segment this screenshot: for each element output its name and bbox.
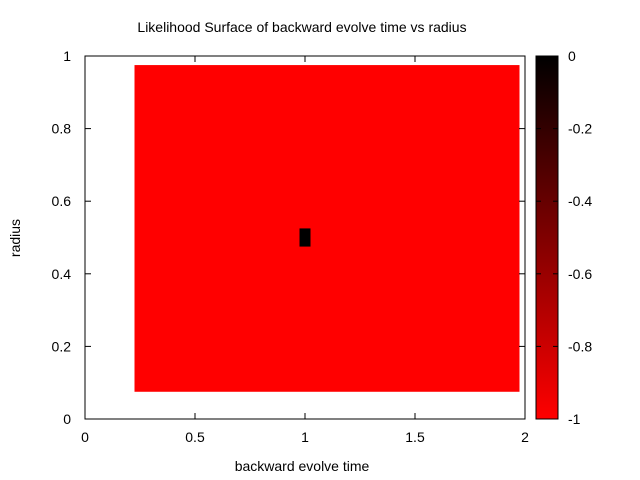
colorbar-tick-label: -0.4 (568, 193, 592, 209)
x-axis-label: backward evolve time (235, 458, 370, 474)
axes: 0 0.5 1 1.5 2 0 0.2 0.4 0.6 0.8 1 (52, 48, 530, 445)
colorbar-tick-label: -0.6 (568, 266, 592, 282)
x-tick-label: 0 (81, 429, 89, 445)
colorbar-gradient (536, 56, 558, 419)
y-tick-label: 0.2 (52, 338, 72, 354)
y-tick-label: 1 (63, 48, 71, 64)
x-tick-label: 1 (301, 429, 309, 445)
colorbar: 0 -0.2 -0.4 -0.6 -0.8 -1 (535, 48, 592, 427)
surface-background (134, 65, 520, 392)
colorbar-tick-label: -1 (568, 411, 581, 427)
heatmap-cell (299, 228, 311, 247)
colorbar-tick-label: -0.2 (568, 121, 592, 137)
y-tick-label: 0.8 (52, 121, 72, 137)
colorbar-border (535, 55, 559, 420)
colorbar-tick-label: -0.8 (568, 338, 592, 354)
chart-title: Likelihood Surface of backward evolve ti… (137, 19, 466, 35)
y-tick-label: 0.6 (52, 193, 72, 209)
y-axis-label: radius (7, 219, 23, 257)
x-tick-label: 1.5 (405, 429, 425, 445)
y-tick-label: 0 (63, 411, 71, 427)
y-tick-label: 0.4 (52, 266, 72, 282)
x-tick-label: 0.5 (185, 429, 205, 445)
plot-area (134, 65, 520, 392)
colorbar-tick-label: 0 (568, 48, 576, 64)
x-tick-label: 2 (521, 429, 529, 445)
